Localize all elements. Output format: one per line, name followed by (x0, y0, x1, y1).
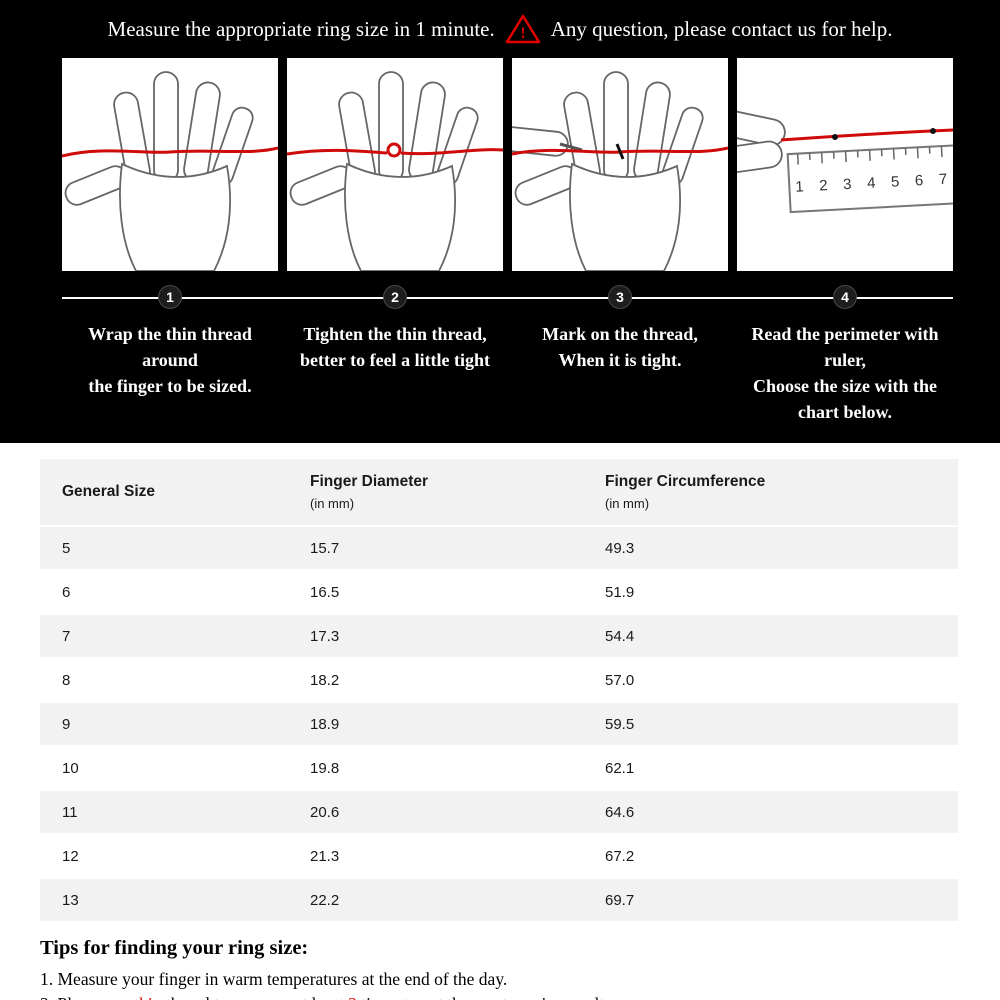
header-finger-diameter: Finger Diameter (in mm) (310, 473, 429, 511)
step-circle-3: 3 (608, 285, 632, 309)
size-table: General Size Finger Diameter (in mm) Fin… (40, 459, 958, 921)
table-cell: 7 (62, 627, 71, 645)
red-thread-line (62, 146, 278, 158)
table-row: 9 18.9 59.5 (40, 703, 958, 745)
highlight-three: 3 (348, 994, 357, 1000)
table-cell: 5 (62, 539, 71, 557)
red-thread-line (780, 128, 953, 142)
step-captions: Wrap the thin thread around the finger t… (0, 321, 1000, 425)
tips-section: Tips for finding your ring size: 1. Meas… (40, 937, 960, 1000)
caption-step-1: Wrap the thin thread around the finger t… (88, 324, 252, 396)
table-cell: 10 (62, 759, 79, 777)
caption-step-3: Mark on the thread, When it is tight. (542, 324, 698, 370)
hand-tightening-thread-illustration (287, 71, 503, 271)
table-cell: 20.6 (310, 803, 340, 821)
size-table-rows: 5 15.7 49.3 6 16.5 51.9 7 17.3 54.4 8 18.2 57.0 9 18.… (40, 527, 958, 921)
pinching-finger-bottom (737, 140, 783, 179)
ruler-measuring-illustration: 1 2 3 4 5 6 7 (737, 103, 953, 214)
table-cell: 64.6 (605, 803, 635, 821)
table-cell: 16.5 (310, 583, 340, 601)
top-banner: Measure the appropriate ring size in 1 m… (0, 0, 1000, 58)
table-row: 8 18.2 57.0 (40, 659, 958, 701)
table-cell: 57.0 (605, 671, 635, 689)
hand-marking-thread-illustration (512, 71, 728, 271)
tips-title: Tips for finding your ring size: (40, 937, 309, 959)
table-cell: 6 (62, 583, 71, 601)
table-cell: 67.2 (605, 847, 635, 865)
hand-with-thread-illustration (62, 71, 278, 271)
illustration-panels: 1 2 3 4 5 6 7 (0, 58, 1000, 271)
step-circle-4: 4 (833, 285, 857, 309)
table-row: 12 21.3 67.2 (40, 835, 958, 877)
table-cell: 9 (62, 715, 71, 733)
step-circle-1: 1 (158, 285, 182, 309)
header-general-size: General Size (62, 483, 156, 500)
table-cell: 21.3 (310, 847, 340, 865)
progress-line (62, 297, 953, 299)
table-cell: 19.8 (310, 759, 340, 777)
banner-text-right: Any question, please contact us for help… (550, 16, 893, 41)
table-cell: 62.1 (605, 759, 635, 777)
table-row: 6 16.5 51.9 (40, 571, 958, 613)
table-cell: 12 (62, 847, 79, 865)
table-cell: 18.2 (310, 671, 340, 689)
steps-progress: 1 2 3 4 (62, 285, 953, 311)
banner-text-left: Measure the appropriate ring size in 1 m… (107, 16, 495, 41)
table-cell: 69.7 (605, 891, 635, 909)
highlight-thin: thin (134, 994, 161, 1000)
panel-step-3 (512, 58, 728, 271)
top-section: Measure the appropriate ring size in 1 m… (0, 0, 1000, 443)
ruler-ticks (796, 146, 943, 165)
table-cell: 15.7 (310, 539, 340, 557)
table-cell: 8 (62, 671, 71, 689)
panel-step-2 (287, 58, 503, 271)
pinching-finger-top (737, 103, 786, 147)
table-cell: 11 (62, 803, 78, 821)
warning-triangle-icon: ! (505, 14, 540, 44)
table-cell: 22.2 (310, 891, 340, 909)
red-thread-line (287, 148, 388, 156)
red-thread-line (400, 148, 503, 156)
table-cell: 13 (62, 891, 79, 909)
marker-pen (559, 142, 583, 152)
tip-line-2: 2. Please use thin thread to measure at … (40, 992, 960, 1000)
warning-exclamation: ! (520, 25, 525, 42)
caption-step-2: Tighten the thin thread, better to feel … (299, 324, 491, 370)
table-row: 11 20.6 64.6 (40, 791, 958, 833)
table-row: 7 17.3 54.4 (40, 615, 958, 657)
ruler: 1 2 3 4 5 6 7 (786, 144, 953, 214)
table-row: 10 19.8 62.1 (40, 747, 958, 789)
header-finger-circumference: Finger Circumference (in mm) (605, 473, 766, 511)
thread-knot (386, 142, 402, 158)
table-cell: 54.4 (605, 627, 635, 645)
thread-mark (615, 143, 625, 160)
panel-step-4: 1 2 3 4 5 6 7 (737, 58, 953, 271)
table-row: 5 15.7 49.3 (40, 527, 958, 569)
thread-dot (832, 134, 838, 140)
tip-line-1: 1. Measure your finger in warm temperatu… (40, 969, 508, 989)
table-cell: 17.3 (310, 627, 340, 645)
table-cell: 18.9 (310, 715, 340, 733)
table-cell: 51.9 (605, 583, 635, 601)
table-header: General Size Finger Diameter (in mm) Fin… (40, 459, 958, 525)
thread-dot (930, 128, 936, 134)
panel-step-1 (62, 58, 278, 271)
table-cell: 59.5 (605, 715, 635, 733)
table-row: 13 22.2 69.7 (40, 879, 958, 921)
caption-step-4: Read the perimeter with ruler, Choose th… (751, 324, 939, 422)
table-cell: 49.3 (605, 539, 635, 557)
step-circle-2: 2 (383, 285, 407, 309)
